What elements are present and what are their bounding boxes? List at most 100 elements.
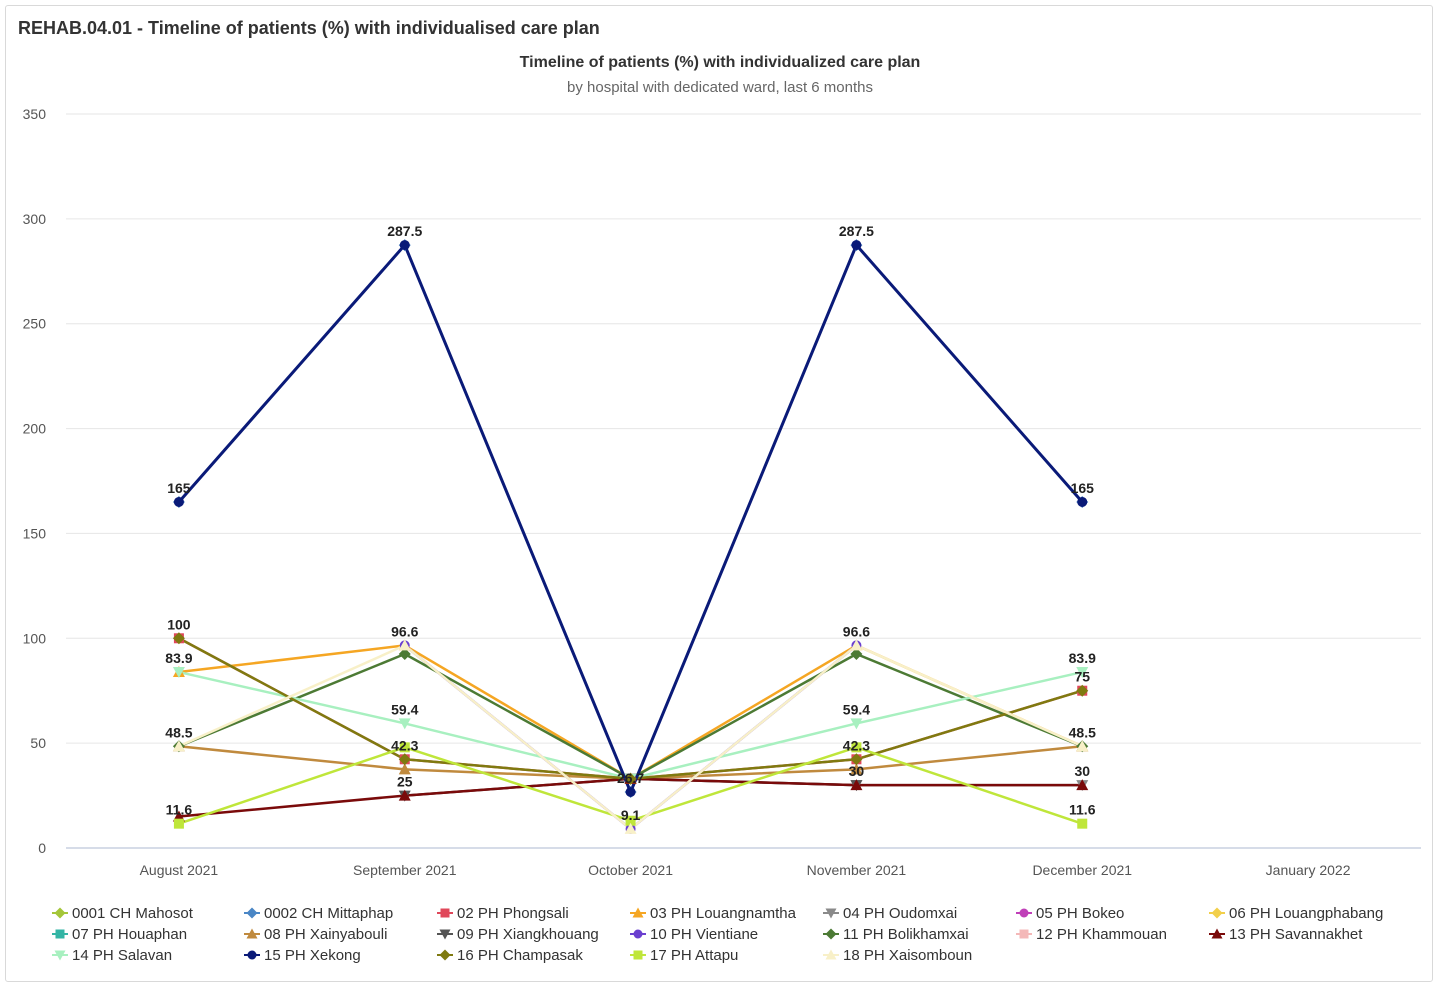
x-tick-label: November 2021	[807, 862, 907, 878]
legend-label: 15 PH Xekong	[264, 947, 361, 964]
legend-item[interactable]: 16 PH Champasak	[437, 947, 583, 964]
legend-label: 0002 CH Mittaphap	[264, 905, 393, 922]
data-point	[850, 763, 863, 775]
legend-item[interactable]: 12 PH Khammouan	[1016, 926, 1167, 943]
x-tick-label: August 2021	[140, 862, 219, 878]
data-point	[398, 648, 411, 661]
legend-item[interactable]: 18 PH Xaisomboun	[823, 947, 972, 964]
legend-label: 04 PH Oudomxai	[843, 905, 957, 922]
data-label: 83.9	[1069, 650, 1096, 666]
legend-label: 08 PH Xainyabouli	[264, 926, 387, 943]
data-point	[173, 818, 184, 829]
data-label: 59.4	[843, 701, 870, 717]
y-tick-label: 350	[23, 106, 47, 122]
legend-item[interactable]: 04 PH Oudomxai	[823, 905, 957, 922]
legend-item[interactable]: 15 PH Xekong	[244, 947, 361, 964]
legend-item[interactable]: 17 PH Attapu	[630, 947, 738, 964]
legend-item[interactable]: 10 PH Vientiane	[630, 926, 758, 943]
legend-label: 02 PH Phongsali	[457, 905, 569, 922]
chart-subtitle: by hospital with dedicated ward, last 6 …	[567, 79, 873, 96]
data-point	[172, 632, 185, 645]
legend-item[interactable]: 06 PH Louangphabang	[1209, 905, 1383, 922]
data-point	[850, 753, 863, 766]
legend-marker	[825, 949, 837, 960]
legend-item[interactable]: 14 PH Salavan	[52, 947, 172, 964]
legend-item[interactable]: 05 PH Bokeo	[1016, 905, 1124, 922]
data-label: 287.5	[387, 223, 422, 239]
data-point	[172, 667, 185, 679]
chart-card: REHAB.04.01 - Timeline of patients (%) w…	[5, 5, 1433, 982]
data-label: 11.6	[166, 802, 193, 818]
legend-item[interactable]: 07 PH Houaphan	[52, 926, 187, 943]
legend-item[interactable]: 08 PH Xainyabouli	[244, 926, 387, 943]
data-label: 165	[167, 480, 191, 496]
legend-item[interactable]: 11 PH Bolikhamxai	[823, 926, 969, 943]
series-line	[178, 670, 1083, 781]
legend-marker	[54, 907, 66, 919]
data-label: 165	[1071, 480, 1095, 496]
data-label: 9.1	[621, 807, 641, 823]
data-point	[850, 648, 863, 661]
x-tick-label: January 2022	[1266, 862, 1351, 878]
legend-item[interactable]: 02 PH Phongsali	[437, 905, 569, 922]
legend-item[interactable]: 0001 CH Mahosot	[52, 905, 194, 922]
data-label: 59.4	[391, 701, 418, 717]
y-tick-label: 250	[23, 316, 47, 332]
data-point	[172, 740, 185, 752]
series-line	[403, 644, 858, 831]
page-title: REHAB.04.01 - Timeline of patients (%) w…	[18, 18, 600, 38]
legend-label: 12 PH Khammouan	[1036, 926, 1167, 943]
legend-label: 10 PH Vientiane	[650, 926, 758, 943]
legend-item[interactable]: 0002 CH Mittaphap	[244, 905, 393, 922]
chart-title: Timeline of patients (%) with individual…	[520, 54, 921, 71]
legend-marker	[439, 929, 451, 940]
legend-label: 09 PH Xiangkhouang	[457, 926, 599, 943]
data-point	[850, 779, 863, 791]
data-label: 83.9	[165, 650, 192, 666]
y-tick-label: 200	[23, 421, 47, 437]
data-point	[625, 787, 636, 798]
data-point	[173, 496, 184, 507]
series-line	[178, 637, 1083, 781]
legend-label: 16 PH Champasak	[457, 947, 583, 964]
legend-marker	[825, 928, 837, 940]
data-point	[624, 822, 637, 834]
grid-lines	[66, 113, 1421, 849]
legend-marker	[1019, 908, 1029, 918]
legend-item[interactable]: 03 PH Louangnamtha	[630, 905, 797, 922]
data-label: 287.5	[839, 223, 874, 239]
y-tick-label: 100	[23, 630, 47, 646]
data-label: 11.6	[1069, 802, 1096, 818]
legend-label: 06 PH Louangphabang	[1229, 905, 1383, 922]
data-point	[1076, 779, 1089, 791]
y-axis: 0 50 100 150 200 250 300 350	[23, 106, 47, 856]
data-point	[399, 742, 410, 753]
x-axis: August 2021 September 2021 October 2021 Nov…	[140, 862, 1351, 878]
data-point	[398, 718, 411, 730]
data-label: 30	[1074, 763, 1090, 779]
x-tick-label: September 2021	[353, 862, 457, 878]
legend-label: 14 PH Salavan	[72, 947, 172, 964]
data-point	[398, 763, 411, 775]
legend-label: 11 PH Bolikhamxai	[843, 926, 969, 943]
y-tick-label: 150	[23, 525, 47, 541]
data-label: 96.6	[391, 623, 418, 639]
data-label: 30	[849, 763, 865, 779]
series-markers	[172, 239, 1089, 834]
data-label: 42.3	[843, 737, 870, 753]
data-point	[1076, 667, 1089, 679]
data-point	[398, 639, 411, 651]
legend-marker	[246, 907, 258, 919]
x-tick-label: December 2021	[1032, 862, 1132, 878]
x-tick-label: October 2021	[588, 862, 673, 878]
data-point	[398, 789, 411, 801]
legend-marker	[1211, 907, 1223, 919]
data-point	[851, 240, 862, 251]
legend-marker	[439, 949, 451, 961]
legend-label: 05 PH Bokeo	[1036, 905, 1124, 922]
legend-marker	[247, 950, 257, 960]
legend-item[interactable]: 09 PH Xiangkhouang	[437, 926, 599, 943]
legend-label: 0001 CH Mahosot	[72, 905, 194, 922]
legend-item[interactable]: 13 PH Savannakhet	[1209, 926, 1363, 943]
data-label: 26.7	[617, 770, 644, 786]
